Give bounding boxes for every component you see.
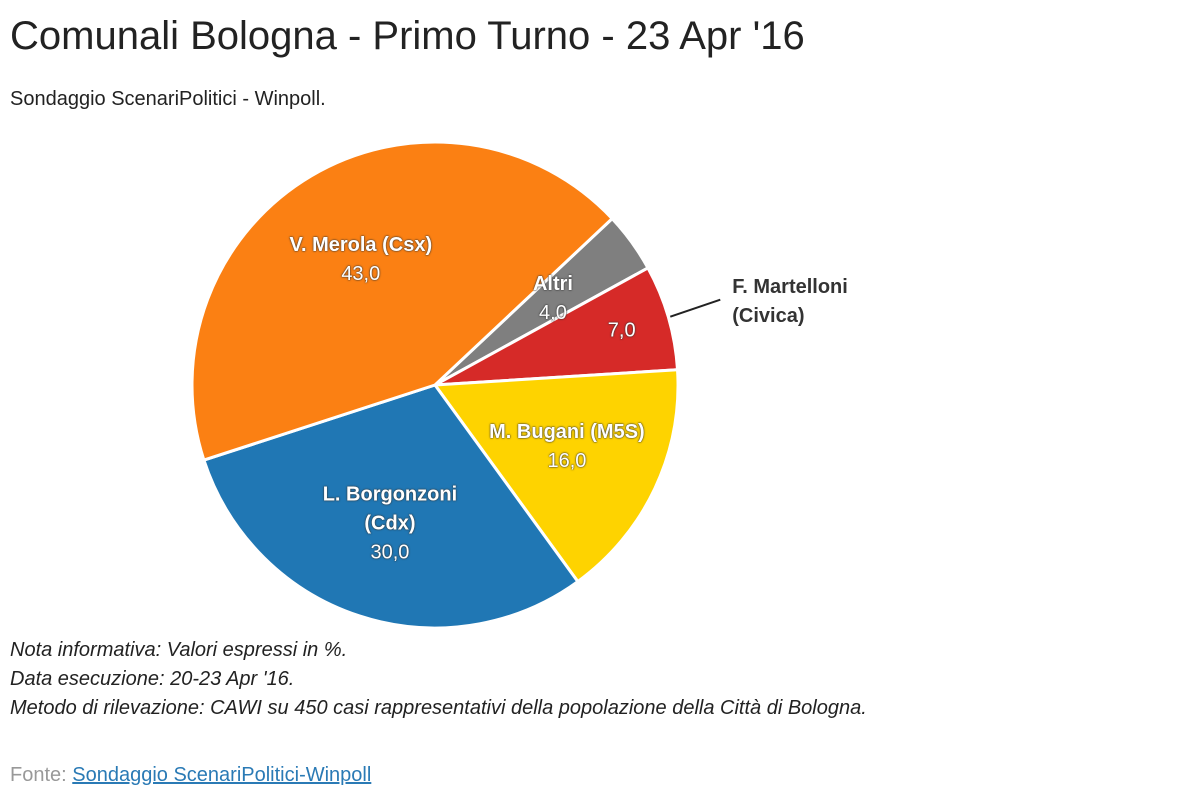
category-label: F. Martelloni (Civica) xyxy=(732,275,848,327)
category-label: Altri xyxy=(532,273,573,296)
note: Data esecuzione: 20-23 Apr '16. xyxy=(10,668,295,690)
notes: Nota informativa: Valori espressi in %. … xyxy=(10,636,867,723)
slice-label: L. Borgonzoni (Cdx) 30,0 xyxy=(305,480,475,567)
source: Fonte: Sondaggio ScenariPolitici-Winpoll xyxy=(10,764,371,787)
value-label: 43,0 xyxy=(341,262,381,285)
chart-title: Comunali Bologna - Primo Turno - 23 Apr … xyxy=(10,14,805,58)
chart-subtitle: Sondaggio ScenariPolitici - Winpoll. xyxy=(10,88,326,110)
leader-line xyxy=(669,298,721,318)
value-label: 16,0 xyxy=(547,450,587,473)
slice-label: V. Merola (Csx) 43,0 xyxy=(276,231,446,289)
value-label: 30,0 xyxy=(370,541,410,564)
pie-slice xyxy=(190,140,615,462)
slice-label: Altri 4,0 xyxy=(468,270,638,328)
note: Metodo di rilevazione: CAWI su 450 casi … xyxy=(10,697,867,719)
value-label: 4,0 xyxy=(539,302,567,325)
source-link[interactable]: Sondaggio ScenariPolitici-Winpoll xyxy=(72,764,372,786)
pie-slice xyxy=(202,383,580,630)
note: Nota informativa: Valori espressi in %. xyxy=(10,639,348,661)
value-label: 7,0 xyxy=(607,319,636,342)
category-label: V. Merola (Csx) xyxy=(289,233,433,256)
pie-slice xyxy=(434,265,680,387)
slice-label: 7,0 xyxy=(537,316,707,345)
category-label: M. Bugani (M5S) xyxy=(489,421,645,444)
pie-slice xyxy=(432,368,680,584)
slice-label: M. Bugani (M5S) 16,0 xyxy=(482,418,652,476)
category-label: L. Borgonzoni (Cdx) xyxy=(322,483,458,535)
source-label: Fonte: xyxy=(10,764,67,786)
